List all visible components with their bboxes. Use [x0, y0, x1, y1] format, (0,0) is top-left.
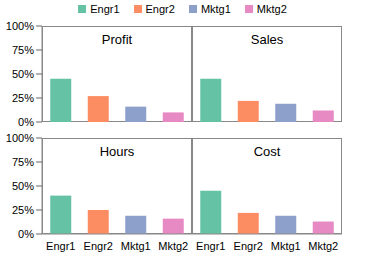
svg-text:Mktg1: Mktg1 [271, 240, 301, 252]
svg-text:Engr2: Engr2 [234, 240, 263, 252]
svg-text:100%: 100% [8, 20, 34, 32]
svg-text:Engr1: Engr1 [196, 240, 225, 252]
svg-text:25%: 25% [12, 204, 34, 216]
svg-text:0%: 0% [18, 116, 34, 128]
svg-text:0%: 0% [18, 228, 34, 240]
svg-text:Mktg2: Mktg2 [308, 240, 338, 252]
svg-text:25%: 25% [12, 92, 34, 104]
svg-text:100%: 100% [8, 132, 34, 144]
html-text:Engr2: Engr2 [145, 3, 175, 15]
svg-text:75%: 75% [12, 44, 34, 56]
html-text:Profit: Profit [101, 32, 133, 47]
html-text:Engr1: Engr1 [90, 3, 120, 15]
svg-text:Engr1: Engr1 [46, 240, 75, 252]
svg-text:Mktg2: Mktg2 [158, 240, 188, 252]
html-text:Mktg2: Mktg2 [256, 3, 287, 15]
svg-text:50%: 50% [12, 180, 34, 192]
html-text:Mktg1: Mktg1 [200, 3, 231, 15]
svg-text:Mktg1: Mktg1 [121, 240, 151, 252]
svg-text:75%: 75% [12, 156, 34, 168]
html-text:Sales: Sales [250, 32, 284, 47]
html-text:Hours: Hours [99, 144, 135, 159]
svg-text:Engr2: Engr2 [84, 240, 113, 252]
html-text:Cost: Cost [253, 144, 281, 159]
svg-text:50%: 50% [12, 68, 34, 80]
